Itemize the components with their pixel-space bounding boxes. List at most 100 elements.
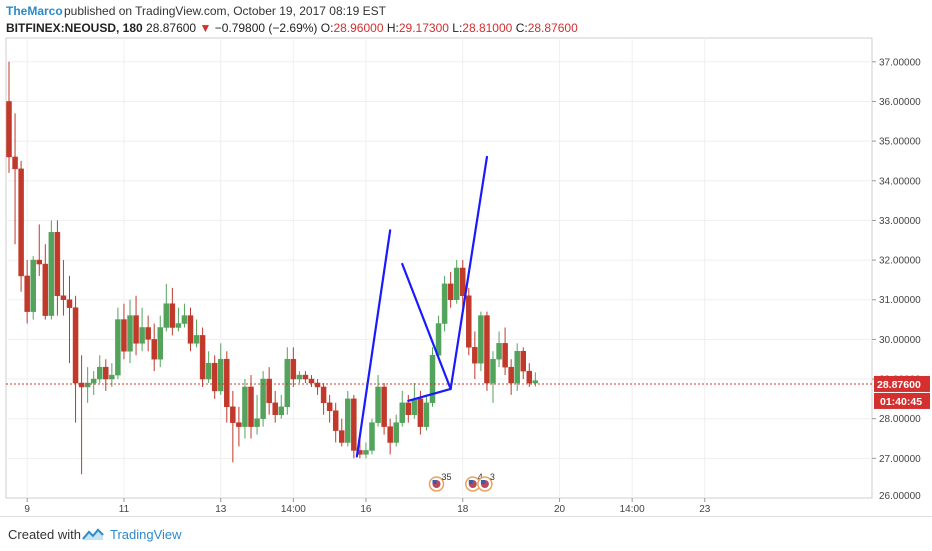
- candle-body: [54, 232, 61, 297]
- countdown-tag-label: 01:40:45: [880, 396, 922, 408]
- candle-body: [284, 358, 291, 408]
- trendline[interactable]: [407, 387, 452, 402]
- candle-body: [532, 380, 539, 384]
- y-tick-label: 32.00000: [879, 256, 921, 267]
- close-value: 28.87600: [527, 21, 578, 35]
- candle-body: [163, 303, 170, 328]
- last-price: 28.87600: [146, 21, 197, 35]
- y-tick-label: 30.00000: [879, 335, 921, 346]
- tradingview-logo-icon[interactable]: [82, 527, 104, 541]
- open-label: O:: [320, 21, 334, 35]
- candle-body: [66, 299, 73, 308]
- candle-body: [181, 315, 188, 324]
- candle-body: [151, 339, 157, 360]
- y-tick-label: 31.00000: [879, 295, 921, 306]
- candle-body: [18, 168, 24, 277]
- trendline[interactable]: [355, 229, 392, 458]
- candle-body: [381, 386, 387, 427]
- candle-body: [466, 295, 472, 348]
- candle-body: [278, 406, 284, 415]
- candle-body: [460, 267, 466, 297]
- candle-body: [260, 378, 266, 419]
- event-count-label: 35: [442, 472, 452, 482]
- candle-body: [97, 366, 103, 380]
- candle-body: [242, 386, 248, 427]
- publish-info: published on TradingView.com, October 19…: [64, 4, 386, 18]
- y-tick-label: 35.00000: [879, 137, 921, 148]
- candle-body: [6, 101, 12, 158]
- low-value: 28.81000: [462, 21, 513, 35]
- candle-body: [375, 386, 381, 423]
- candle-body: [199, 335, 206, 380]
- candle-body: [345, 398, 351, 443]
- candle-body: [42, 263, 49, 316]
- y-tick-label: 28.00000: [879, 414, 921, 425]
- x-tick-label: 18: [457, 504, 469, 515]
- candle-body: [490, 358, 496, 384]
- candle-body: [290, 358, 297, 380]
- countdown-tag: [874, 392, 930, 409]
- x-tick-label: 16: [360, 504, 372, 515]
- x-tick-label: 13: [215, 504, 227, 515]
- candle-body: [417, 398, 424, 427]
- candle-body: [248, 386, 254, 427]
- candle-body: [36, 259, 42, 265]
- last-price-tag: [874, 375, 930, 392]
- candle-body: [314, 382, 321, 388]
- y-tick-label: 37.00000: [879, 57, 921, 68]
- event-count-label: 4: [478, 472, 483, 482]
- event-count-label: 3: [490, 472, 495, 482]
- candle-body: [230, 406, 236, 423]
- tradingview-brand-link[interactable]: TradingView: [110, 527, 182, 542]
- candle-body: [496, 343, 502, 360]
- candle-body: [127, 315, 133, 352]
- trendline[interactable]: [449, 155, 489, 391]
- candle-body: [48, 232, 55, 316]
- trendline[interactable]: [401, 262, 452, 391]
- candle-body: [139, 327, 145, 344]
- candle-body: [157, 327, 163, 360]
- candle-body: [339, 430, 345, 443]
- candle-body: [121, 319, 127, 352]
- open-value: 28.96000: [333, 21, 384, 35]
- candle-body: [429, 354, 436, 404]
- candle-body: [453, 267, 460, 300]
- candle-body: [393, 422, 399, 443]
- high-label: H:: [386, 21, 399, 35]
- publish-header: TheMarco published on TradingView.com, O…: [0, 0, 932, 20]
- candle-body: [520, 351, 526, 372]
- candle-body: [175, 323, 182, 328]
- candle-body: [405, 402, 412, 415]
- symbol-label[interactable]: BITFINEX:NEOUSD, 180: [6, 21, 143, 35]
- candle-body: [60, 295, 67, 300]
- author-link[interactable]: TheMarco: [6, 4, 63, 18]
- x-tick-label: 14:00: [620, 504, 645, 515]
- down-arrow-icon: ▼: [199, 21, 212, 35]
- candle-body: [411, 398, 418, 415]
- candle-body: [109, 374, 115, 380]
- x-tick-label: 11: [119, 504, 130, 515]
- candle-body: [12, 156, 18, 170]
- created-with-label: Created with: [8, 527, 81, 542]
- symbol-info-bar: BITFINEX:NEOUSD, 180 28.87600 ▼ −0.79800…: [6, 21, 578, 35]
- candle-body: [502, 343, 508, 368]
- candle-body: [266, 378, 272, 404]
- x-tick-label: 23: [699, 504, 711, 515]
- candle-body: [169, 303, 176, 328]
- candle-body: [387, 426, 393, 443]
- price-change: −0.79800 (−2.69%): [214, 21, 318, 35]
- event-flag-icon-canton: [432, 480, 437, 484]
- candle-body: [484, 315, 490, 384]
- candle-body: [472, 347, 478, 364]
- candle-body: [296, 374, 303, 380]
- plot-area[interactable]: [5, 37, 873, 499]
- close-label: C:: [515, 21, 528, 35]
- y-tick-label: 27.00000: [879, 454, 921, 465]
- x-tick-label: 14:00: [281, 504, 306, 515]
- y-tick-label: 36.00000: [879, 97, 921, 108]
- footer-bar: Created with TradingView: [0, 516, 932, 551]
- x-tick-label: 20: [554, 504, 566, 515]
- candle-body: [363, 450, 369, 455]
- candle-body: [103, 366, 109, 380]
